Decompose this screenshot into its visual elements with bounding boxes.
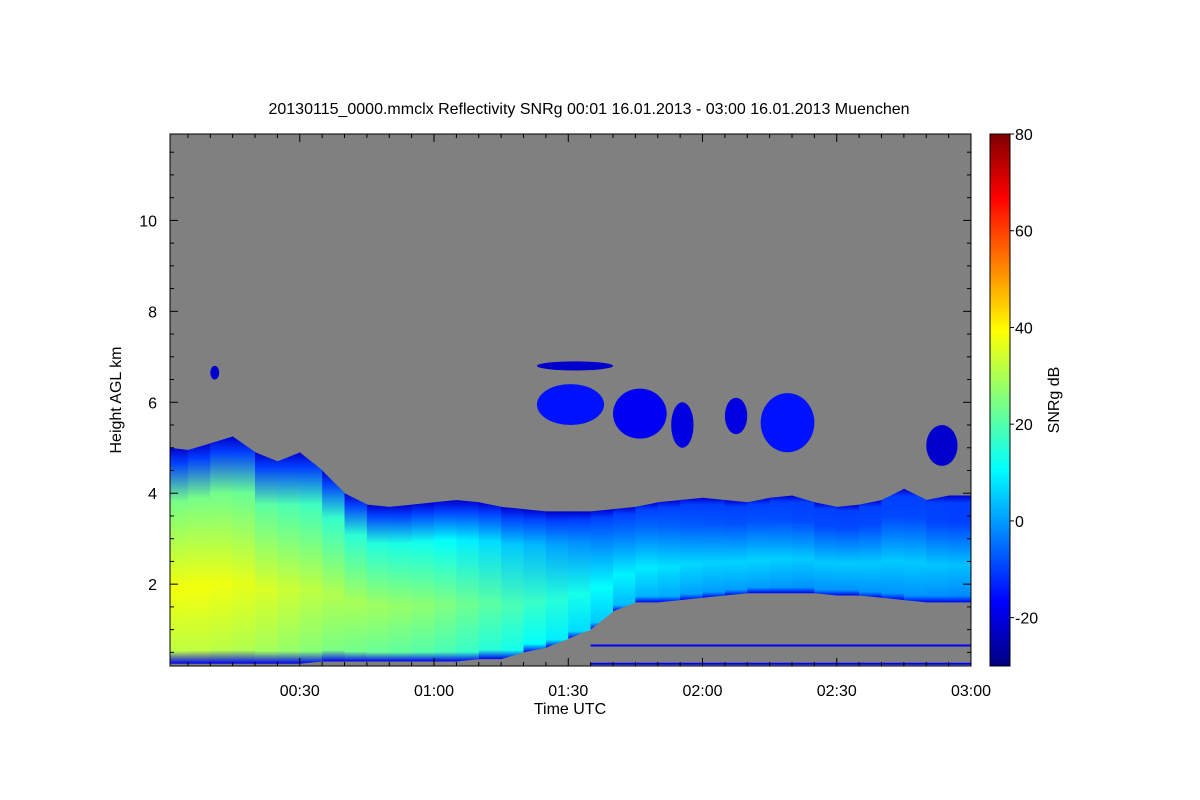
echo-layer-segment: [836, 504, 860, 596]
plot-area: [170, 361, 971, 665]
echo-layer-segment: [389, 504, 413, 662]
echo-layer-segment: [523, 509, 547, 653]
upper-cloud-patch: [724, 397, 748, 435]
echo-layer-segment: [590, 509, 614, 630]
colorbar: [989, 133, 1011, 667]
echo-layer-segment: [366, 504, 390, 662]
x-axis: 00:30 01:00 01:30 02:00 02:30 03:00: [187, 134, 991, 700]
echo-layer-segment: [170, 447, 189, 664]
colorbar-tick-label: 40: [1015, 320, 1033, 337]
y-tick-label: 2: [148, 577, 157, 594]
y-tick-label: 10: [139, 213, 157, 230]
x-tick-label: 02:30: [817, 683, 857, 700]
echo-layer-segment: [792, 495, 815, 594]
upper-cloud-patch: [536, 384, 605, 426]
colorbar-label: SNRg dB: [1046, 367, 1063, 434]
y-axis: 2 4 6 8 10: [139, 151, 971, 653]
colorbar-tick-label: 0: [1015, 514, 1024, 531]
echo-layer-segment: [613, 506, 636, 612]
echo-layer-segment: [747, 497, 771, 594]
echo-layer-segment: [210, 436, 234, 664]
x-axis-label: Time UTC: [534, 701, 606, 718]
echo-layer-segment: [926, 495, 950, 603]
x-tick-label: 02:00: [682, 683, 722, 700]
upper-cloud-patch: [536, 361, 614, 371]
echo-layer-segment: [724, 500, 748, 596]
x-tick-label: 01:30: [548, 683, 588, 700]
echo-layer-segment: [277, 452, 301, 664]
x-tick-label: 01:00: [414, 683, 454, 700]
echo-layer-segment: [255, 452, 278, 664]
echo-layer-segment: [232, 436, 256, 664]
colorbar-axis: -20 0 20 40 60 80: [1010, 127, 1038, 628]
echo-layer-segment: [344, 493, 368, 662]
upper-cloud-patch: [613, 388, 667, 439]
echo-layer-segment: [478, 502, 502, 660]
colorbar-tick-label: 60: [1015, 224, 1033, 241]
upper-cloud-patch: [760, 393, 815, 453]
echo-layer-segment: [501, 506, 525, 660]
echo-layer-segment: [635, 502, 659, 603]
y-axis-label: Height AGL km: [108, 346, 125, 453]
echo-layer-segment: [814, 502, 838, 596]
colorbar-tick-label: -20: [1015, 611, 1038, 628]
echo-layer-segment: [903, 488, 927, 603]
echo-layer-segment: [187, 443, 211, 664]
echo-layer-segment: [859, 500, 883, 598]
echo-layer-segment: [299, 452, 323, 664]
echo-layer-segment: [411, 502, 435, 662]
echo-layer-segment: [456, 500, 480, 662]
y-tick-label: 8: [148, 304, 157, 321]
colorbar-tick-label: 20: [1015, 417, 1033, 434]
echo-layer-segment: [322, 470, 346, 662]
plot-frame: [169, 133, 972, 667]
echo-layer-segment: [769, 495, 793, 594]
echo-layer-segment: [568, 511, 592, 639]
x-tick-label: 00:30: [280, 683, 320, 700]
x-tick-label: 03:00: [951, 683, 991, 700]
echo-layer-segment: [680, 497, 704, 601]
y-tick-label: 6: [148, 395, 157, 412]
chart-title: 20130115_0000.mmclx Reflectivity SNRg 00…: [268, 101, 909, 118]
echo-layer-segment: [881, 488, 905, 601]
echo-layer-segment: [948, 495, 971, 603]
colorbar-tick-label: 80: [1015, 127, 1033, 144]
echo-layer-segment: [545, 511, 569, 648]
echo-layer-segment: [434, 500, 457, 662]
upper-cloud-patch: [210, 365, 220, 380]
upper-cloud-patch: [926, 425, 958, 466]
upper-cloud-patch: [671, 402, 694, 448]
echo-layer-segment: [657, 500, 681, 603]
y-tick-label: 4: [148, 486, 157, 503]
echo-layer-segment: [702, 497, 726, 598]
